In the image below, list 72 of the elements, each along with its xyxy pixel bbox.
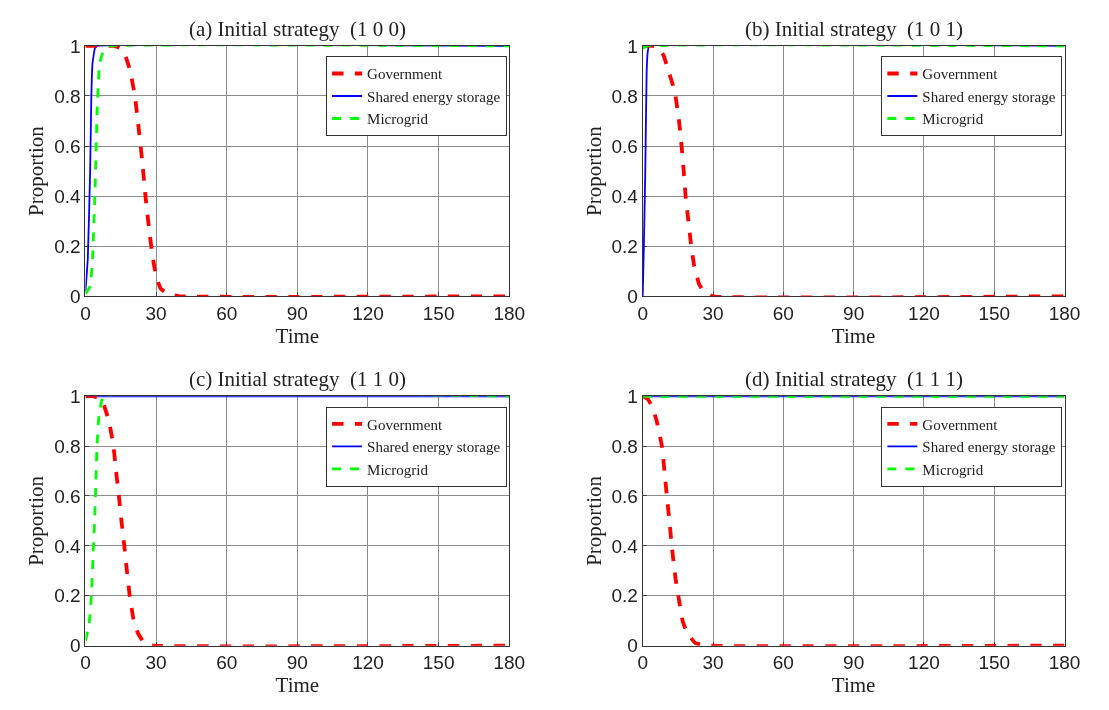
y-tick-label: 1 bbox=[70, 385, 81, 407]
y-tick-label: 0.4 bbox=[54, 535, 82, 557]
x-tick-label: 30 bbox=[145, 652, 167, 674]
legend-label: Shared energy storage bbox=[922, 439, 1056, 456]
y-tick-label: 0.2 bbox=[54, 235, 81, 257]
chart-title: (b) Initial strategy (1 0 1) bbox=[745, 17, 964, 41]
y-axis-title: Proportion bbox=[581, 125, 606, 217]
x-tick-label: 120 bbox=[908, 303, 940, 325]
y-tick-label: 0 bbox=[70, 635, 81, 657]
x-tick-label: 60 bbox=[216, 303, 238, 325]
x-tick-label: 150 bbox=[978, 652, 1011, 674]
legend-label: Government bbox=[367, 416, 443, 433]
x-tick-label: 90 bbox=[843, 652, 865, 674]
y-axis-title: Proportion bbox=[24, 125, 49, 217]
x-tick-label: 90 bbox=[843, 303, 865, 325]
x-tick-label: 120 bbox=[352, 303, 384, 325]
y-tick-label: 0.8 bbox=[54, 85, 81, 107]
y-tick-label: 0.6 bbox=[54, 485, 81, 507]
x-axis-title: Time bbox=[831, 324, 876, 349]
x-tick-label: 180 bbox=[493, 303, 526, 325]
legend-label: Microgrid bbox=[922, 461, 984, 478]
y-tick-label: 0.2 bbox=[611, 585, 638, 607]
y-tick-label: 1 bbox=[627, 385, 638, 407]
y-tick-label: 0 bbox=[70, 285, 81, 307]
y-tick-label: 1 bbox=[70, 35, 81, 57]
legend-label: Government bbox=[922, 66, 999, 83]
x-tick-label: 60 bbox=[216, 652, 238, 674]
x-tick-label: 30 bbox=[702, 652, 724, 674]
y-tick-label: 0.6 bbox=[611, 485, 638, 507]
x-tick-label: 90 bbox=[286, 652, 308, 674]
y-axis-title: Proportion bbox=[24, 475, 49, 566]
y-tick-label: 0.8 bbox=[54, 435, 81, 457]
x-tick-label: 90 bbox=[286, 303, 308, 325]
x-tick-label: 150 bbox=[422, 652, 455, 674]
x-tick-label: 180 bbox=[493, 652, 526, 674]
legend-label: Microgrid bbox=[367, 111, 429, 128]
legend-label: Microgrid bbox=[922, 111, 984, 128]
x-tick-label: 180 bbox=[1048, 303, 1081, 325]
x-tick-label: 30 bbox=[145, 303, 167, 325]
legend-label: Government bbox=[367, 66, 443, 83]
y-tick-label: 0.6 bbox=[611, 135, 638, 157]
y-tick-label: 0.4 bbox=[611, 535, 639, 557]
x-tick-label: 180 bbox=[1048, 652, 1081, 674]
y-axis-title: Proportion bbox=[581, 475, 606, 566]
x-tick-label: 150 bbox=[422, 303, 455, 325]
legend-label: Shared energy storage bbox=[922, 88, 1056, 105]
x-axis-title: Time bbox=[275, 673, 320, 698]
y-tick-label: 1 bbox=[627, 35, 638, 57]
y-tick-label: 0.4 bbox=[611, 185, 639, 207]
y-tick-label: 0.2 bbox=[54, 585, 81, 607]
chart-title: (c) Initial strategy (1 1 0) bbox=[189, 367, 406, 391]
x-tick-label: 60 bbox=[772, 303, 794, 325]
chart-title: (a) Initial strategy (1 0 0) bbox=[189, 17, 406, 41]
y-tick-label: 0 bbox=[627, 285, 638, 307]
legend-label: Shared energy storage bbox=[367, 88, 501, 105]
x-tick-label: 120 bbox=[908, 652, 940, 674]
x-tick-label: 120 bbox=[352, 652, 384, 674]
y-tick-label: 0.8 bbox=[611, 85, 638, 107]
y-tick-label: 0.6 bbox=[54, 135, 81, 157]
chart-title: (d) Initial strategy (1 1 1) bbox=[745, 367, 964, 391]
x-tick-label: 150 bbox=[978, 303, 1011, 325]
x-axis-title: Time bbox=[831, 673, 876, 698]
y-tick-label: 0.4 bbox=[54, 185, 82, 207]
y-tick-label: 0.2 bbox=[611, 235, 638, 257]
x-tick-label: 60 bbox=[772, 652, 794, 674]
legend-label: Shared energy storage bbox=[367, 439, 501, 456]
x-tick-label: 30 bbox=[702, 303, 724, 325]
legend-label: Government bbox=[922, 416, 999, 433]
x-axis-title: Time bbox=[275, 324, 320, 349]
y-tick-label: 0.8 bbox=[611, 435, 638, 457]
y-tick-label: 0 bbox=[627, 635, 638, 657]
legend-label: Microgrid bbox=[367, 461, 429, 478]
